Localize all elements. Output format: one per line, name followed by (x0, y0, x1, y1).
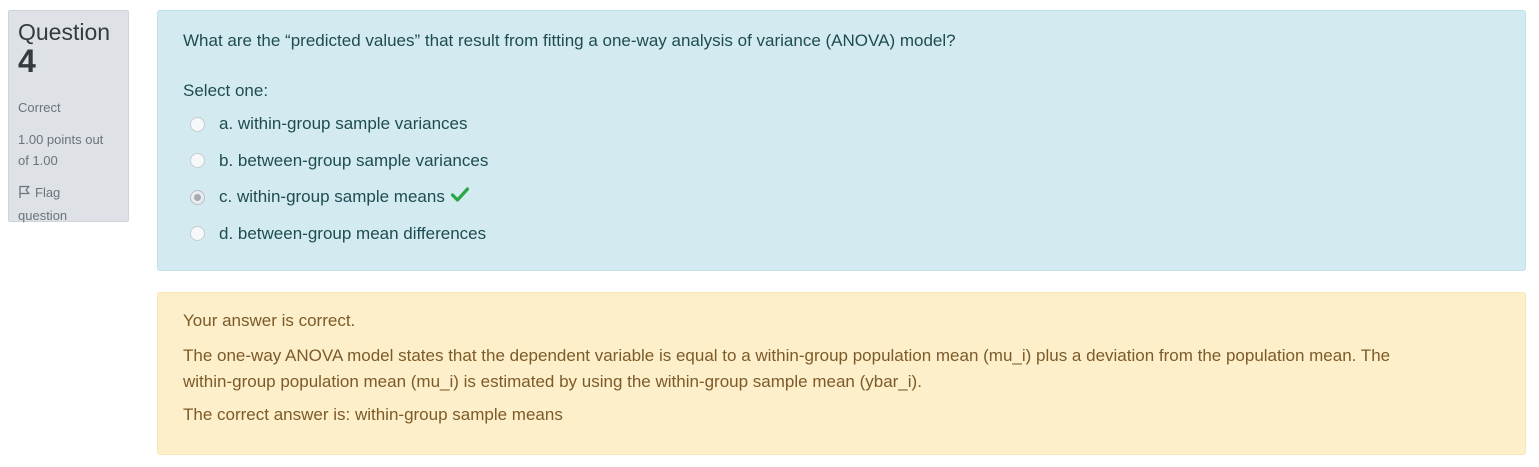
answer-list: a. within-group sample variances b. betw… (183, 106, 1500, 252)
answer-radio-a[interactable] (190, 116, 205, 132)
answer-label-a: a. within-group sample variances (219, 114, 468, 134)
right-answer: The correct answer is: within-group samp… (183, 405, 563, 424)
answer-label-c: c. within-group sample means (219, 187, 445, 207)
flag-label-2: question (18, 208, 68, 223)
flag-question-link[interactable]: Flag question (18, 182, 119, 226)
select-prompt: Select one: (183, 81, 269, 100)
general-feedback-line-1: The one-way ANOVA model states that the … (183, 346, 1391, 365)
answer-label-b: b. between-group sample variances (219, 150, 489, 170)
answer-option-a[interactable]: a. within-group sample variances (183, 106, 1500, 143)
flag-label: Flag (35, 185, 61, 200)
answer-radio-c[interactable] (190, 189, 205, 205)
question-number: 4 (18, 43, 36, 79)
question-grade: 1.00 points out of 1.00 (18, 129, 119, 171)
general-feedback-line-2: within-group population mean (mu_i) is e… (183, 372, 922, 391)
checkmark-icon (450, 187, 469, 207)
answer-option-b[interactable]: b. between-group sample variances (183, 143, 1500, 180)
specific-feedback: Your answer is correct. (183, 311, 356, 330)
answer-radio-d[interactable] (190, 226, 205, 242)
answer-option-c[interactable]: c. within-group sample means (183, 179, 1500, 216)
flag-icon (18, 184, 31, 205)
general-feedback: The one-way ANOVA model states that the … (183, 343, 1500, 395)
question-text: What are the “predicted values” that res… (183, 31, 956, 50)
answer-label-d: d. between-group mean differences (219, 223, 487, 243)
question-label: Question (18, 19, 111, 45)
question-info-panel: Question 4 Correct 1.00 points out of 1.… (8, 10, 129, 223)
grade-line-1: 1.00 points out (18, 132, 104, 147)
grade-line-2: of 1.00 (18, 153, 58, 168)
answer-radio-b[interactable] (190, 153, 205, 169)
answer-option-d[interactable]: d. between-group mean differences (183, 216, 1500, 253)
question-outcome: Your answer is correct. The one-way ANOV… (157, 292, 1526, 455)
question-state: Correct (18, 100, 61, 115)
question-formulation: What are the “predicted values” that res… (157, 10, 1526, 271)
